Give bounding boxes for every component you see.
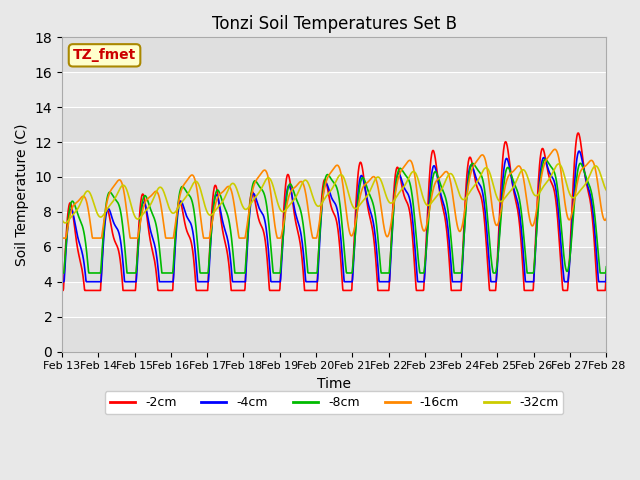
Bar (62, 247, 606, 282)
-32cm (100, 211, 108, 216)
-4cm (575, 148, 583, 154)
-4cm (310, 279, 318, 285)
-2cm (122, 288, 130, 293)
-16cm (289, 186, 297, 192)
-4cm (368, 213, 376, 218)
-2cm (100, 223, 108, 229)
-2cm (574, 130, 582, 136)
-16cm (100, 216, 108, 222)
-32cm (58, 217, 66, 223)
-4cm (289, 198, 297, 204)
-32cm (301, 178, 308, 183)
-32cm (61, 220, 69, 226)
-32cm (368, 183, 376, 189)
-8cm (541, 156, 549, 162)
-4cm (300, 259, 308, 265)
Line: -16cm: -16cm (62, 149, 606, 238)
-32cm (123, 187, 131, 192)
Bar (62, 212, 606, 247)
-8cm (310, 270, 318, 276)
-16cm (300, 184, 308, 190)
-2cm (368, 223, 376, 228)
Text: TZ_fmet: TZ_fmet (73, 48, 136, 62)
-16cm (122, 205, 130, 211)
X-axis label: Time: Time (317, 377, 351, 391)
-32cm (555, 161, 563, 167)
Legend: -2cm, -4cm, -8cm, -16cm, -32cm: -2cm, -4cm, -8cm, -16cm, -32cm (105, 391, 563, 414)
-2cm (289, 201, 297, 207)
-8cm (300, 230, 308, 236)
Bar (62, 37, 606, 72)
-2cm (602, 268, 610, 274)
-2cm (58, 288, 66, 293)
-16cm (310, 235, 318, 241)
-16cm (368, 175, 376, 180)
Line: -2cm: -2cm (62, 133, 606, 290)
-8cm (289, 186, 297, 192)
Title: Tonzi Soil Temperatures Set B: Tonzi Soil Temperatures Set B (212, 15, 457, 33)
Bar (62, 177, 606, 212)
-2cm (310, 288, 318, 293)
Y-axis label: Soil Temperature (C): Soil Temperature (C) (15, 123, 29, 266)
Bar (62, 317, 606, 351)
-4cm (58, 279, 66, 285)
-16cm (602, 216, 610, 221)
Bar (62, 72, 606, 107)
Line: -32cm: -32cm (62, 164, 606, 223)
-8cm (122, 263, 130, 268)
-32cm (602, 187, 610, 193)
-8cm (100, 221, 108, 227)
-16cm (551, 146, 559, 152)
-2cm (300, 283, 308, 288)
-8cm (368, 197, 376, 203)
Line: -8cm: -8cm (62, 159, 606, 273)
-32cm (310, 198, 318, 204)
-16cm (58, 235, 66, 241)
-4cm (100, 230, 108, 236)
Line: -4cm: -4cm (62, 151, 606, 282)
-8cm (602, 264, 610, 270)
Bar (62, 107, 606, 142)
-8cm (58, 270, 66, 276)
-4cm (122, 279, 130, 285)
-32cm (289, 198, 297, 204)
-4cm (602, 271, 610, 276)
Bar (62, 142, 606, 177)
Bar (62, 282, 606, 317)
